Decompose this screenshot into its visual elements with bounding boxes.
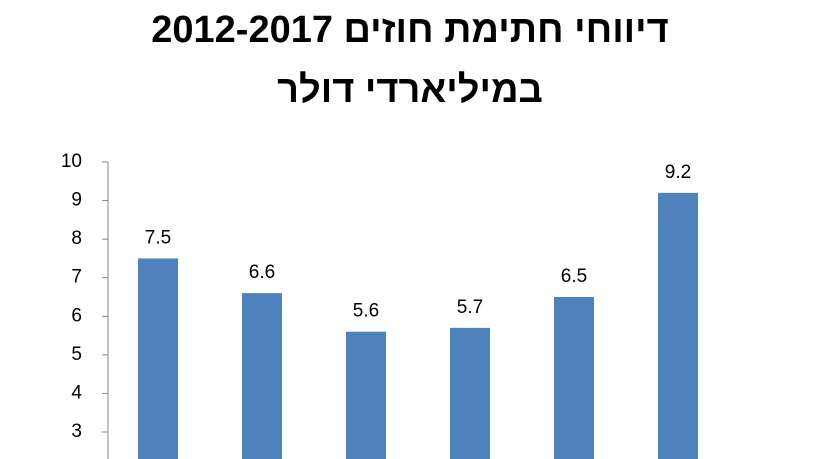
data-label: 5.7 [457, 297, 483, 318]
y-tick-label: 9 [71, 190, 82, 211]
y-tick-label: 5 [71, 344, 82, 365]
bar [658, 192, 698, 459]
data-label: 5.6 [353, 301, 379, 322]
y-tick-label: 8 [71, 228, 82, 249]
bar [138, 258, 178, 459]
y-tick-label: 3 [71, 421, 82, 442]
y-tick-label: 7 [71, 267, 82, 288]
data-label: 6.6 [249, 262, 275, 283]
chart-title: דיווחי חתימת חוזים 2012-2017 [151, 9, 668, 51]
y-tick-label: 6 [71, 305, 82, 326]
y-tick-label: 10 [61, 151, 82, 172]
data-label: 9.2 [665, 162, 691, 183]
bar [450, 327, 490, 459]
y-tick-label: 4 [71, 382, 82, 403]
bar [346, 331, 386, 459]
bar [554, 297, 594, 459]
chart-subtitle: במיליארדי דולר [277, 69, 543, 111]
bar [242, 293, 282, 459]
data-label: 7.5 [145, 227, 171, 248]
data-label: 6.5 [561, 266, 587, 287]
